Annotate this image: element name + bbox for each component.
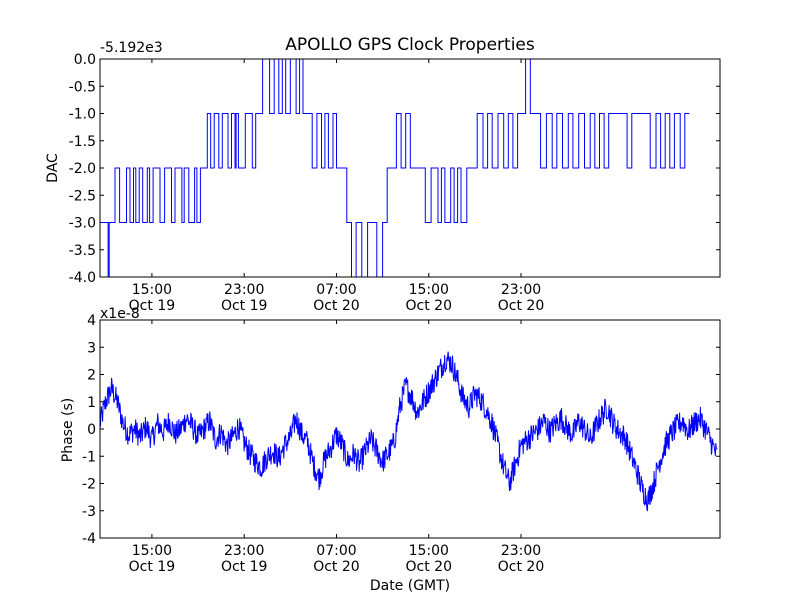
x-tick-label-date: Oct 20 <box>406 559 452 575</box>
y-tick-label: 0.0 <box>74 52 96 68</box>
x-tick-label-time: 15:00 <box>132 543 172 559</box>
dac-series-line <box>100 59 690 277</box>
x-tick-label-date: Oct 19 <box>129 559 175 575</box>
y-tick-label: 4 <box>87 313 96 329</box>
x-tick-label-time: 15:00 <box>132 282 172 298</box>
x-tick-label-time: 07:00 <box>316 543 356 559</box>
dac-axes: -5.192e3 DAC 0.0 -0.5 -1.0 -1.5 -2.0 -2.5 -3.0… <box>45 40 721 314</box>
x-tick-label-date: Oct 19 <box>221 559 267 575</box>
chart-title: APOLLO GPS Clock Properties <box>285 35 535 55</box>
y-tick-label: -1 <box>82 449 96 465</box>
x-tick-label-date: Oct 20 <box>498 298 544 314</box>
y-tick-label: -4 <box>82 531 96 547</box>
y-tick-label: -2 <box>82 477 96 493</box>
y-tick-label: -3.5 <box>69 243 96 259</box>
y-tick-label: -1.0 <box>69 107 96 123</box>
dac-y-axis-label: DAC <box>45 153 61 183</box>
x-tick-label-time: 23:00 <box>224 543 264 559</box>
phase-offset-text: x1e-8 <box>100 306 140 322</box>
x-tick-label-date: Oct 19 <box>129 298 175 314</box>
y-tick-label: 1 <box>87 395 96 411</box>
x-tick-label-time: 23:00 <box>501 543 541 559</box>
x-tick-label-time: 23:00 <box>501 282 541 298</box>
y-tick-label: -3 <box>82 504 96 520</box>
x-axis-label: Date (GMT) <box>370 578 450 594</box>
phase-y-axis-label: Phase (s) <box>60 398 76 462</box>
x-tick-label-time: 07:00 <box>316 282 356 298</box>
x-tick-label-date: Oct 19 <box>221 298 267 314</box>
y-tick-label: 0 <box>87 422 96 438</box>
y-tick-label: -2.5 <box>69 188 96 204</box>
x-tick-label-time: 15:00 <box>409 543 449 559</box>
y-tick-label: -2.0 <box>69 161 96 177</box>
y-tick-label: -1.5 <box>69 134 96 150</box>
phase-plot-frame <box>99 319 721 539</box>
dac-offset-text: -5.192e3 <box>100 40 163 56</box>
x-tick-label-date: Oct 20 <box>313 559 359 575</box>
phase-series-line <box>100 351 718 512</box>
x-tick-label-date: Oct 20 <box>406 298 452 314</box>
y-tick-label: -0.5 <box>69 79 96 95</box>
y-tick-label: -3.0 <box>69 216 96 232</box>
x-tick-label-time: 15:00 <box>409 282 449 298</box>
y-tick-label: 3 <box>87 340 96 356</box>
y-tick-label: -4.0 <box>69 270 96 286</box>
x-tick-label-time: 23:00 <box>224 282 264 298</box>
x-tick-label-date: Oct 20 <box>313 298 359 314</box>
dac-ticks: 0.0 -0.5 -1.0 -1.5 -2.0 -2.5 -3.0 -3.5 -4.0 15:00… <box>69 52 720 314</box>
dac-plot-frame <box>99 58 721 278</box>
y-tick-label: 2 <box>87 368 96 384</box>
x-tick-label-date: Oct 20 <box>498 559 544 575</box>
